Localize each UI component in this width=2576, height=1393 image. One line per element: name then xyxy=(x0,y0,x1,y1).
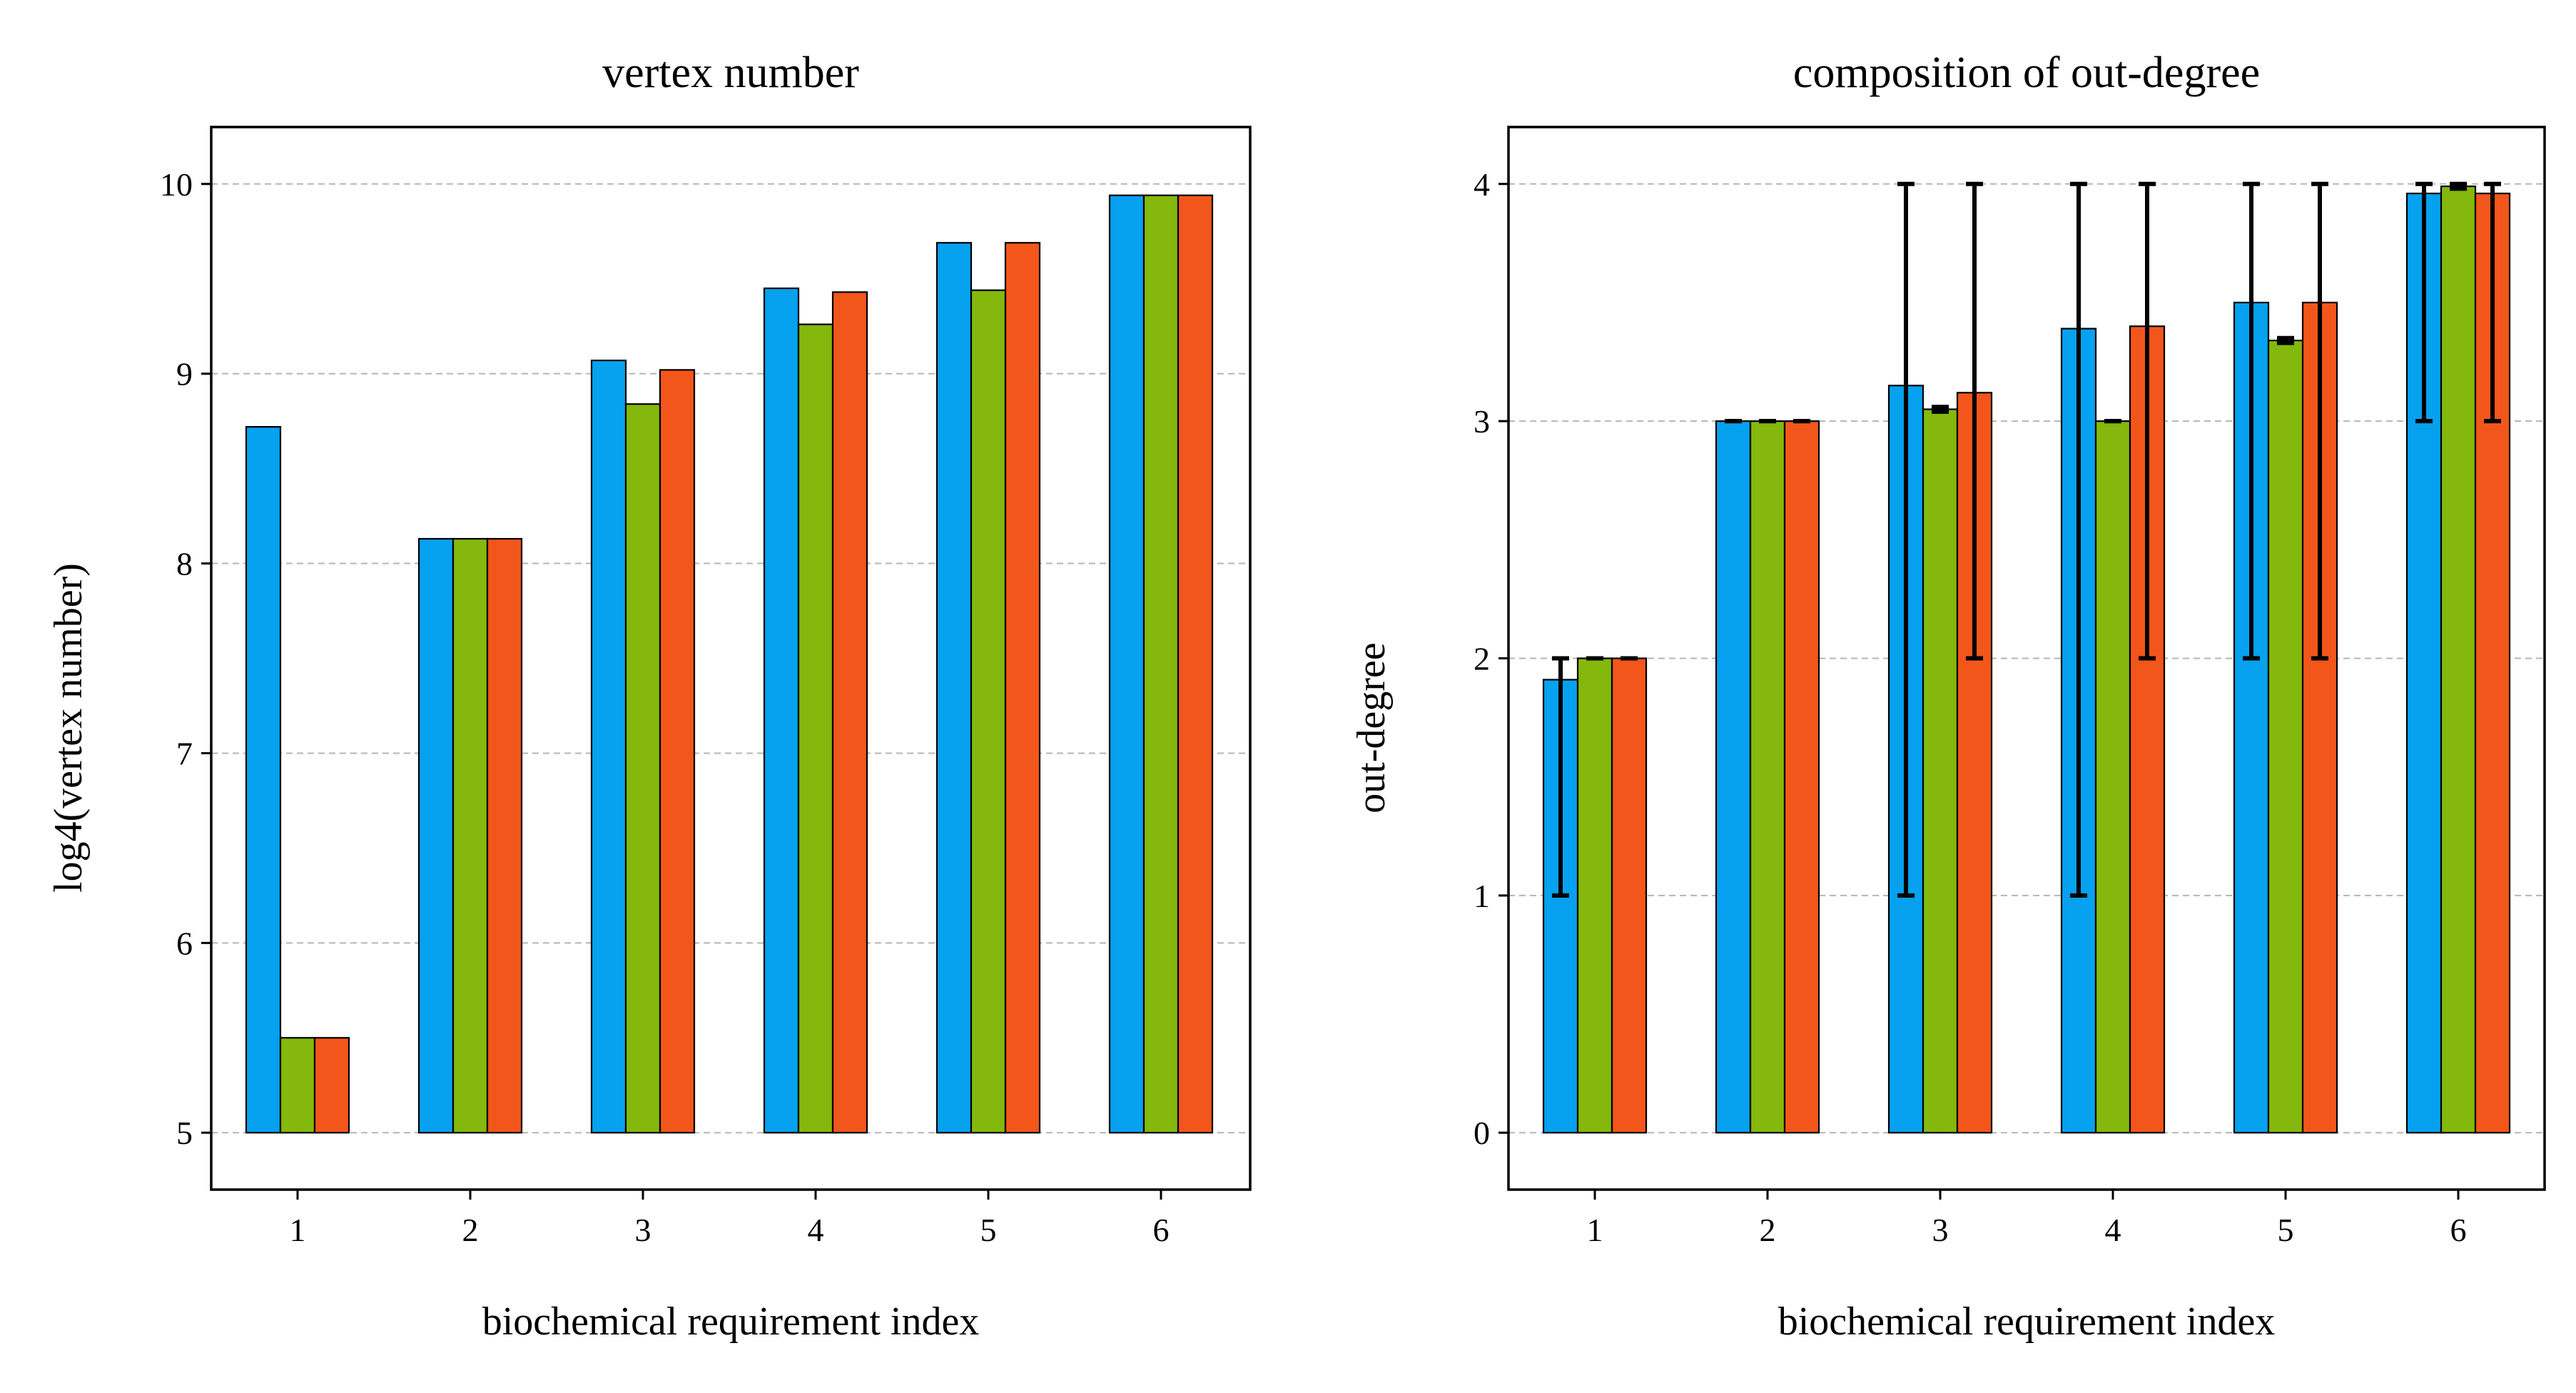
x-tick-label: 6 xyxy=(2450,1212,2467,1248)
y-tick-label: 8 xyxy=(176,546,193,582)
bar-series-1-cat-3 xyxy=(590,359,627,1134)
bar-series-1-cat-1 xyxy=(245,426,282,1134)
bar-series-3-cat-4 xyxy=(831,291,868,1134)
x-tick-label: 1 xyxy=(290,1212,306,1248)
y-axis-label: log4(vertex number) xyxy=(46,563,91,893)
y-tick-label: 2 xyxy=(1474,641,1490,677)
bar-series-3-cat-2 xyxy=(1783,420,1820,1134)
y-tick-label: 3 xyxy=(1474,403,1490,440)
x-tick-label: 1 xyxy=(1587,1212,1603,1248)
bar-series-1-cat-2 xyxy=(417,537,455,1134)
bar-series-3-cat-1 xyxy=(313,1037,350,1134)
bar-series-2-cat-5 xyxy=(970,289,1007,1134)
y-tick-label: 9 xyxy=(176,356,193,392)
bar-series-1-cat-4 xyxy=(763,287,800,1134)
x-tick-label: 3 xyxy=(1932,1212,1949,1248)
chart-composition-of-out-degree: composition of out-degree biochemical re… xyxy=(1349,49,2546,1344)
bar-series-3-cat-3 xyxy=(659,369,696,1134)
x-axis-label: biochemical requirement index xyxy=(1778,1300,2276,1344)
y-tick-label: 0 xyxy=(1474,1115,1490,1151)
x-tick-label: 2 xyxy=(462,1212,479,1248)
bar-series-1-cat-2 xyxy=(1715,420,1752,1134)
bar-series-2-cat-1 xyxy=(1576,657,1613,1134)
y-tick-label: 6 xyxy=(176,925,193,961)
x-tick-label: 5 xyxy=(2278,1212,2294,1248)
bar-series-3-cat-6 xyxy=(1177,194,1214,1134)
bar-series-3-cat-2 xyxy=(486,537,523,1134)
bar-series-2-cat-4 xyxy=(797,323,834,1134)
bar-series-2-cat-1 xyxy=(279,1037,316,1134)
y-tick-label: 4 xyxy=(1474,166,1490,203)
y-tick-label: 10 xyxy=(160,166,193,203)
x-axis-label: biochemical requirement index xyxy=(482,1300,980,1344)
x-tick-label: 3 xyxy=(635,1212,651,1248)
chart-title: composition of out-degree xyxy=(1793,49,2260,97)
plot-frame xyxy=(1507,126,2546,1191)
bar-series-2-cat-2 xyxy=(1749,420,1786,1134)
y-tick-label: 5 xyxy=(176,1115,193,1151)
bar-series-1-cat-6 xyxy=(1108,194,1145,1134)
plot-frame xyxy=(210,126,1252,1191)
x-tick-label: 2 xyxy=(1760,1212,1776,1248)
x-tick-label: 5 xyxy=(980,1212,997,1248)
y-tick-label: 7 xyxy=(176,735,193,771)
y-tick-label: 1 xyxy=(1474,878,1490,914)
bar-series-3-cat-1 xyxy=(1611,657,1648,1134)
bar-series-2-cat-4 xyxy=(2094,420,2131,1134)
bar-series-3-cat-5 xyxy=(1004,242,1041,1134)
bar-series-1-cat-5 xyxy=(935,242,973,1134)
bar-series-2-cat-3 xyxy=(624,403,661,1134)
bar-series-2-cat-5 xyxy=(2267,340,2304,1134)
chart-title: vertex number xyxy=(602,49,859,97)
bar-series-2-cat-3 xyxy=(1922,408,1959,1134)
x-tick-label: 4 xyxy=(2105,1212,2121,1248)
x-tick-label: 6 xyxy=(1153,1212,1170,1248)
bar-series-2-cat-2 xyxy=(452,537,489,1134)
y-axis-label: out-degree xyxy=(1349,642,1394,813)
bar-series-2-cat-6 xyxy=(1142,194,1180,1134)
chart-vertex-number: vertex number biochemical requirement in… xyxy=(46,49,1252,1344)
bar-series-2-cat-6 xyxy=(2440,185,2477,1134)
x-tick-label: 4 xyxy=(808,1212,824,1248)
